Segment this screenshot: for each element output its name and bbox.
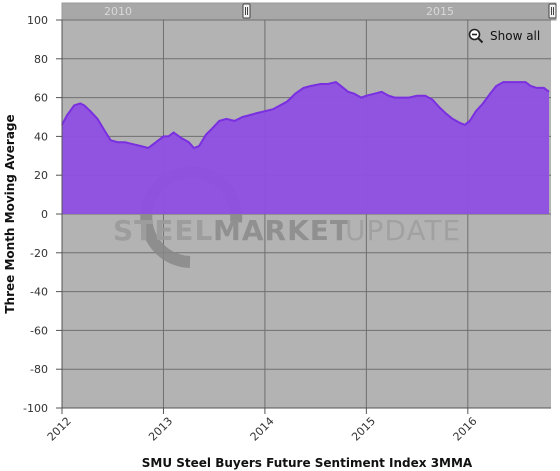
x-axis-ticks: 2012 2013 2014 2015 2016 xyxy=(45,408,480,444)
y-tick-label: -100 xyxy=(23,402,48,415)
x-tick-label: 2015 xyxy=(349,415,378,444)
y-tick-label: -80 xyxy=(30,363,48,376)
navigator-label-1: 2010 xyxy=(104,5,132,18)
y-tick-label: 20 xyxy=(34,169,48,182)
navigator-handle-left[interactable] xyxy=(242,3,251,19)
watermark-text-right: UPDATE xyxy=(345,214,461,247)
series-layer xyxy=(61,81,550,214)
show-all-button[interactable]: Show all xyxy=(468,27,540,45)
y-tick-label: 100 xyxy=(27,14,48,27)
y-tick-label: 60 xyxy=(34,92,48,105)
watermark-logo: STEEL MARKET UPDATE xyxy=(113,166,461,268)
show-all-label[interactable]: Show all xyxy=(490,29,541,43)
y-tick-label: 40 xyxy=(34,130,48,143)
navigator-label-2: 2015 xyxy=(426,5,454,18)
y-tick-label: 0 xyxy=(41,208,48,221)
series-line xyxy=(61,81,550,150)
x-axis-title: SMU Steel Buyers Future Sentiment Index … xyxy=(142,456,473,470)
y-tick-label: 80 xyxy=(34,53,48,66)
navigator-handle-right[interactable] xyxy=(548,3,557,19)
y-tick-label: -20 xyxy=(30,247,48,260)
navigator-track[interactable] xyxy=(61,2,557,21)
y-tick-label: -60 xyxy=(30,324,48,337)
y-axis-ticks: 100 80 60 40 20 0 -20 -40 -60 -80 -100 xyxy=(23,14,62,415)
x-tick-label: 2013 xyxy=(146,415,175,444)
zoom-out-icon xyxy=(468,28,484,44)
x-tick-label: 2012 xyxy=(45,415,74,444)
y-axis-title: Three Month Moving Average xyxy=(3,114,17,313)
watermark-text-mid: MARKET xyxy=(213,214,350,247)
series-area xyxy=(62,82,549,214)
range-navigator[interactable]: 2010 2015 xyxy=(61,2,557,21)
y-tick-label: -40 xyxy=(30,286,48,299)
x-tick-label: 2014 xyxy=(248,415,277,444)
x-tick-label: 2016 xyxy=(451,415,480,444)
watermark-text-left: STEEL xyxy=(113,214,213,247)
